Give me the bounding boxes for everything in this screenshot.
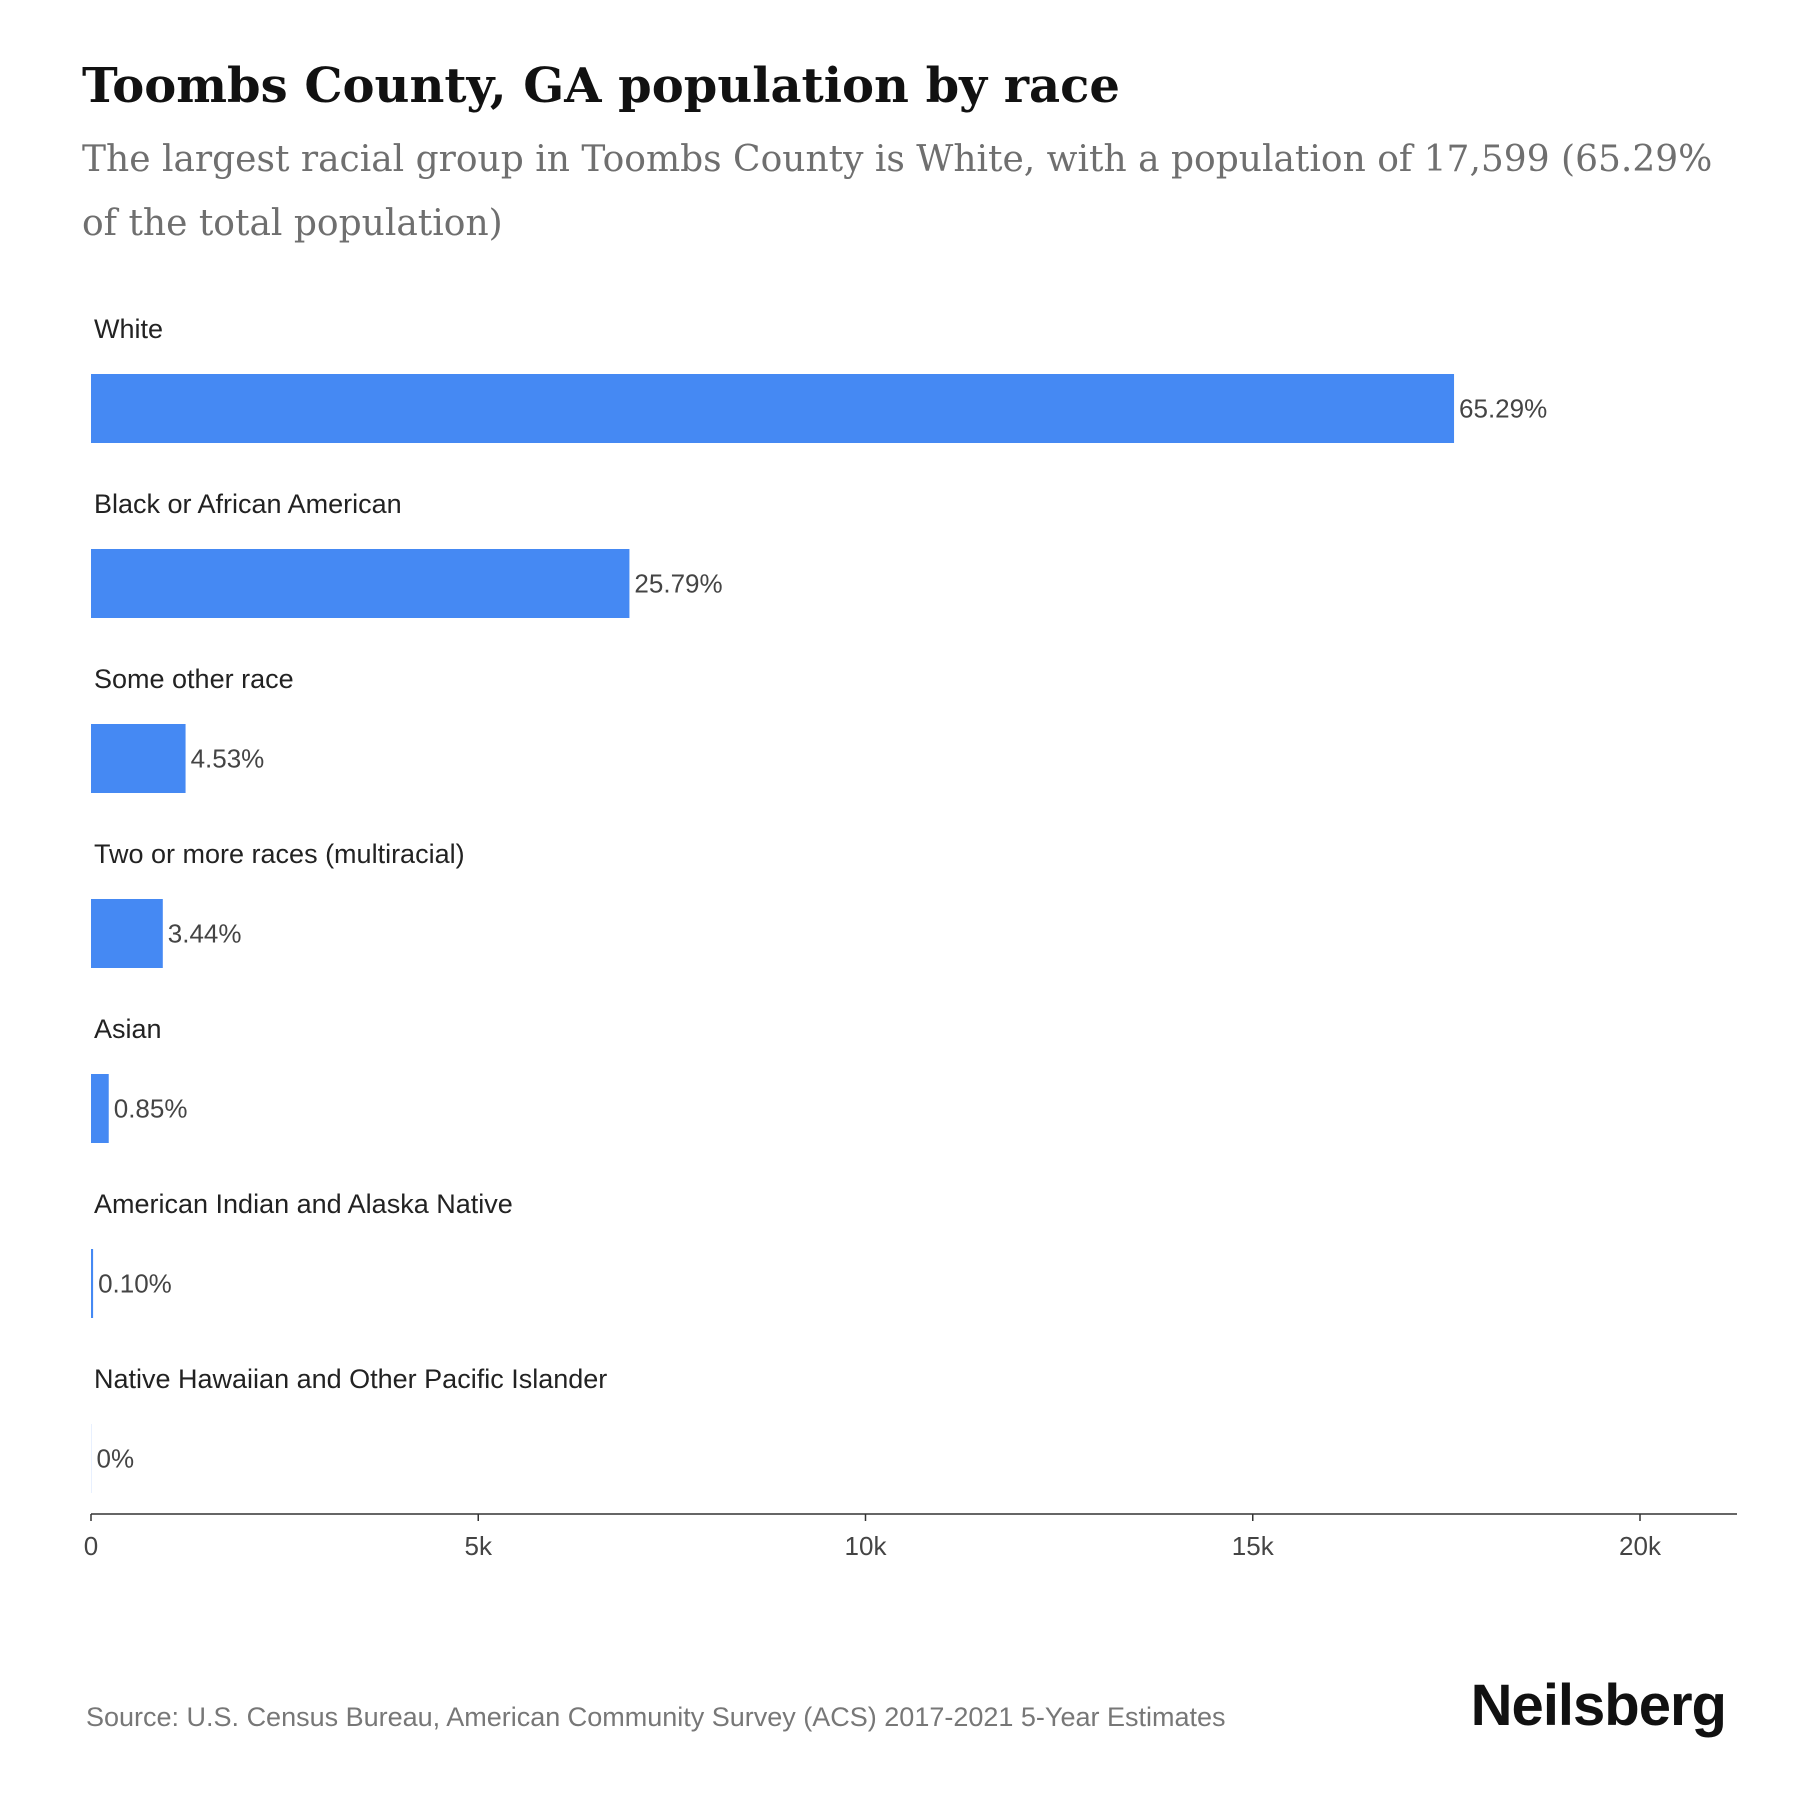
category-label: Asian bbox=[94, 1014, 162, 1044]
value-label: 4.53% bbox=[191, 744, 265, 774]
x-tick-label: 15k bbox=[1232, 1531, 1275, 1561]
bar bbox=[91, 374, 1455, 443]
bar bbox=[91, 899, 163, 968]
category-label: Black or African American bbox=[94, 489, 402, 519]
category-label: Some other race bbox=[94, 664, 294, 694]
bar bbox=[91, 549, 630, 618]
category-label: Two or more races (multiracial) bbox=[94, 839, 465, 869]
bar bbox=[91, 1249, 94, 1318]
x-tick-label: 5k bbox=[465, 1531, 493, 1561]
x-tick-label: 0 bbox=[84, 1531, 98, 1561]
bar bbox=[91, 1424, 92, 1493]
value-label: 0% bbox=[97, 1444, 135, 1474]
chart-title: Toombs County, GA population by race bbox=[82, 58, 1120, 114]
category-label: White bbox=[94, 314, 163, 344]
value-label: 65.29% bbox=[1459, 394, 1547, 424]
chart-subtitle: The largest racial group in Toombs Count… bbox=[82, 139, 1713, 244]
x-tick-label: 20k bbox=[1619, 1531, 1662, 1561]
bar bbox=[91, 724, 186, 793]
source-note: Source: U.S. Census Bureau, American Com… bbox=[86, 1702, 1226, 1732]
bar bbox=[91, 1074, 109, 1143]
value-label: 3.44% bbox=[168, 919, 242, 949]
bar-chart: White 65.29% Black or African American 25.7… bbox=[84, 314, 1737, 1561]
x-tick-label: 10k bbox=[845, 1531, 888, 1561]
brand-logo: Neilsberg bbox=[1470, 1673, 1727, 1738]
category-label: Native Hawaiian and Other Pacific Island… bbox=[94, 1364, 607, 1394]
value-label: 25.79% bbox=[634, 569, 722, 599]
value-label: 0.85% bbox=[114, 1094, 188, 1124]
value-label: 0.10% bbox=[98, 1269, 172, 1299]
category-label: American Indian and Alaska Native bbox=[94, 1189, 513, 1219]
